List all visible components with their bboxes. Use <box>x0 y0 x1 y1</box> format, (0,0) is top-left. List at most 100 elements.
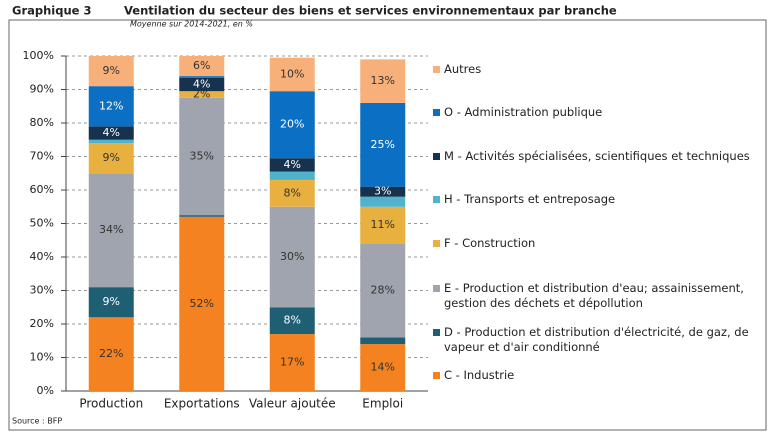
bar-segment <box>88 143 134 174</box>
data-label: 4% <box>103 126 120 139</box>
bar-segment <box>360 243 406 338</box>
data-label: 6% <box>193 59 210 72</box>
data-label: 4% <box>193 77 210 90</box>
bar-segment <box>179 76 225 78</box>
data-label: 4% <box>284 158 301 171</box>
x-tick-label: Emploi <box>362 397 403 411</box>
legend-label: M - Activités spécialisées, scientifique… <box>444 149 750 163</box>
legend-item: C - Industrie <box>433 368 770 383</box>
bar-segment <box>269 91 315 159</box>
bar-segment <box>269 334 315 391</box>
bar-segment <box>360 344 406 391</box>
bar-segment <box>88 56 134 87</box>
y-tick-label: 10% <box>30 351 54 364</box>
chart-title: Ventilation du secteur des biens et serv… <box>124 4 617 18</box>
bar-segment <box>269 179 315 207</box>
bar-segment <box>269 171 315 180</box>
legend-swatch <box>433 196 440 203</box>
legend-item: M - Activités spécialisées, scientifique… <box>433 149 770 164</box>
bar-segment <box>88 173 134 288</box>
legend-item: H - Transports et entreposage <box>433 192 770 207</box>
bar-segment <box>360 337 406 345</box>
chart-subtitle: Moyenne sur 2014-2021, en % <box>130 20 253 29</box>
legend-item: E - Production et distribution d'eau; as… <box>433 281 770 311</box>
x-tick-label: Valeur ajoutée <box>249 397 336 411</box>
bar-segment <box>179 215 225 217</box>
legend-swatch <box>433 240 440 247</box>
chart-label: Graphique 3 <box>12 4 91 18</box>
bar-segment <box>179 77 225 92</box>
bar-segment <box>360 186 406 197</box>
bar-segment <box>179 56 225 77</box>
bar-segment <box>88 126 134 140</box>
bar-segment <box>179 91 225 98</box>
bar-segment <box>269 158 315 172</box>
data-label: 9% <box>103 151 120 164</box>
bar-segment <box>269 307 315 335</box>
legend-label: D - Production et distribution d'électri… <box>444 325 749 354</box>
data-label: 14% <box>371 361 395 374</box>
bar-segment <box>88 86 134 127</box>
data-label: 3% <box>374 185 391 198</box>
y-tick-label: 90% <box>30 83 54 96</box>
data-label: 20% <box>280 118 304 131</box>
bar-segment <box>88 317 134 391</box>
data-label: 9% <box>103 64 120 77</box>
frame <box>8 19 767 431</box>
data-label: 35% <box>190 150 214 163</box>
legend-label: Autres <box>444 62 482 76</box>
legend-swatch <box>433 329 440 336</box>
bar-segment <box>179 216 225 391</box>
legend-item: O - Administration publique <box>433 105 770 120</box>
y-tick-label: 70% <box>30 150 54 163</box>
y-tick-label: 50% <box>30 217 54 230</box>
data-label: 12% <box>99 99 123 112</box>
legend-item: F - Construction <box>433 236 770 251</box>
y-tick-label: 100% <box>23 49 54 62</box>
data-label: 28% <box>371 284 395 297</box>
bar-segment <box>269 206 315 308</box>
bar-segment <box>360 59 406 103</box>
data-label: 52% <box>190 297 214 310</box>
y-tick-label: 20% <box>30 317 54 330</box>
x-tick-label: Production <box>79 397 143 411</box>
data-label: 30% <box>280 250 304 263</box>
legend-swatch <box>433 66 440 73</box>
data-label: 22% <box>99 347 123 360</box>
data-label: 9% <box>103 295 120 308</box>
data-label: 10% <box>280 67 304 80</box>
source: Source : BFP <box>12 417 62 426</box>
legend-label: E - Production et distribution d'eau; as… <box>444 281 744 310</box>
legend-swatch <box>433 285 440 292</box>
bar-segment <box>269 57 315 92</box>
y-tick-label: 60% <box>30 183 54 196</box>
legend-item: D - Production et distribution d'électri… <box>433 325 770 355</box>
legend-label: O - Administration publique <box>444 105 603 119</box>
legend-label: C - Industrie <box>444 368 515 382</box>
data-label: 25% <box>371 138 395 151</box>
y-tick-label: 0% <box>37 384 54 397</box>
legend-swatch <box>433 153 440 160</box>
y-tick-label: 40% <box>30 250 54 263</box>
data-label: 8% <box>284 314 301 327</box>
x-tick-label: Exportations <box>164 397 240 411</box>
legend-item: Autres <box>433 62 770 77</box>
bar-segment <box>88 139 134 144</box>
bar-segment <box>88 287 134 318</box>
legend-swatch <box>433 109 440 116</box>
legend-label: F - Construction <box>444 236 536 250</box>
bar-segment <box>360 102 406 187</box>
data-label: 17% <box>280 356 304 369</box>
data-label: 13% <box>371 74 395 87</box>
y-tick-label: 80% <box>30 116 54 129</box>
legend-swatch <box>433 372 440 379</box>
bar-segment <box>179 97 225 216</box>
data-label: 34% <box>99 223 123 236</box>
data-label: 8% <box>284 186 301 199</box>
y-tick-label: 30% <box>30 284 54 297</box>
bar-segment <box>360 196 406 207</box>
bar-segment <box>360 206 406 244</box>
legend-label: H - Transports et entreposage <box>444 192 616 206</box>
